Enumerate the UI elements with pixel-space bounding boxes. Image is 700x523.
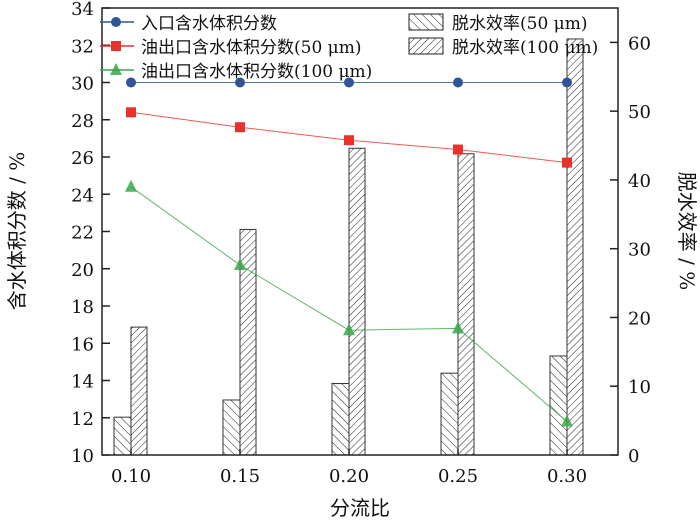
bar-100um <box>348 147 366 456</box>
bar-50um <box>222 399 241 456</box>
y-left-tick-label: 24 <box>71 185 94 206</box>
y-left-tick-label: 22 <box>71 223 94 244</box>
data-point-2 <box>561 414 573 427</box>
data-point-2 <box>452 321 464 334</box>
bar-50um <box>331 382 350 456</box>
bar-100um <box>566 38 584 456</box>
data-point-1 <box>126 107 136 118</box>
x-tick-label: 0.15 <box>220 466 260 487</box>
y-right-tick-label: 30 <box>628 240 651 261</box>
x-tick-label: 0.20 <box>329 466 369 487</box>
y-axis-left-label: 含水体积分数 / % <box>5 152 29 310</box>
y-right-tick-label: 10 <box>628 377 651 398</box>
data-point-2 <box>125 179 137 192</box>
legend-label: 脱水效率(100 μm) <box>452 38 598 58</box>
legend-swatch <box>408 37 444 55</box>
y-left-tick-label: 18 <box>71 297 94 318</box>
data-point-0 <box>344 77 354 88</box>
y-left-tick-label: 32 <box>71 36 94 57</box>
y-right-tick-label: 40 <box>628 171 651 192</box>
data-point-0 <box>453 77 463 88</box>
data-point-1 <box>235 122 245 133</box>
data-point-0 <box>562 77 572 88</box>
y-left-tick-label: 14 <box>71 372 94 393</box>
data-point-1 <box>344 135 354 146</box>
legend-marker <box>110 63 122 75</box>
y-axis-right-label: 脱水效率 / % <box>675 172 699 290</box>
y-left-tick-label: 20 <box>71 260 94 281</box>
y-left-tick-label: 26 <box>71 148 94 169</box>
x-axis-label: 分流比 <box>330 496 390 520</box>
y-left-tick-label: 10 <box>71 446 94 467</box>
data-point-0 <box>235 77 245 88</box>
data-point-1 <box>562 157 572 168</box>
x-tick-label: 0.25 <box>438 466 478 487</box>
bar-100um <box>457 153 475 456</box>
bar-50um <box>549 355 568 456</box>
y-right-tick-label: 50 <box>628 102 651 123</box>
data-point-0 <box>126 77 136 88</box>
y-left-tick-label: 30 <box>71 74 94 95</box>
y-left-tick-label: 28 <box>71 111 94 132</box>
data-point-2 <box>343 323 355 336</box>
legend-marker <box>111 41 121 51</box>
legend-label: 油出口含水体积分数(50 μm) <box>141 38 361 58</box>
y-left-tick-label: 12 <box>71 409 94 430</box>
legend-label: 入口含水体积分数 <box>141 14 277 34</box>
y-right-tick-label: 60 <box>628 33 651 54</box>
y-left-tick-label: 16 <box>71 334 94 355</box>
bar-50um <box>113 416 132 456</box>
legend-marker <box>111 17 121 27</box>
data-point-1 <box>453 144 463 155</box>
legend-swatch <box>408 13 444 31</box>
x-tick-label: 0.30 <box>547 466 587 487</box>
bar-50um <box>440 372 459 456</box>
x-tick-label: 0.10 <box>111 466 151 487</box>
y-right-tick-label: 0 <box>628 446 639 467</box>
bar-100um <box>130 326 148 456</box>
legend-label: 油出口含水体积分数(100 μm) <box>141 62 372 82</box>
legend-label: 脱水效率(50 μm) <box>452 14 587 34</box>
data-point-2 <box>234 258 246 271</box>
y-left-tick-label: 34 <box>71 0 94 20</box>
y-right-tick-label: 20 <box>628 308 651 329</box>
